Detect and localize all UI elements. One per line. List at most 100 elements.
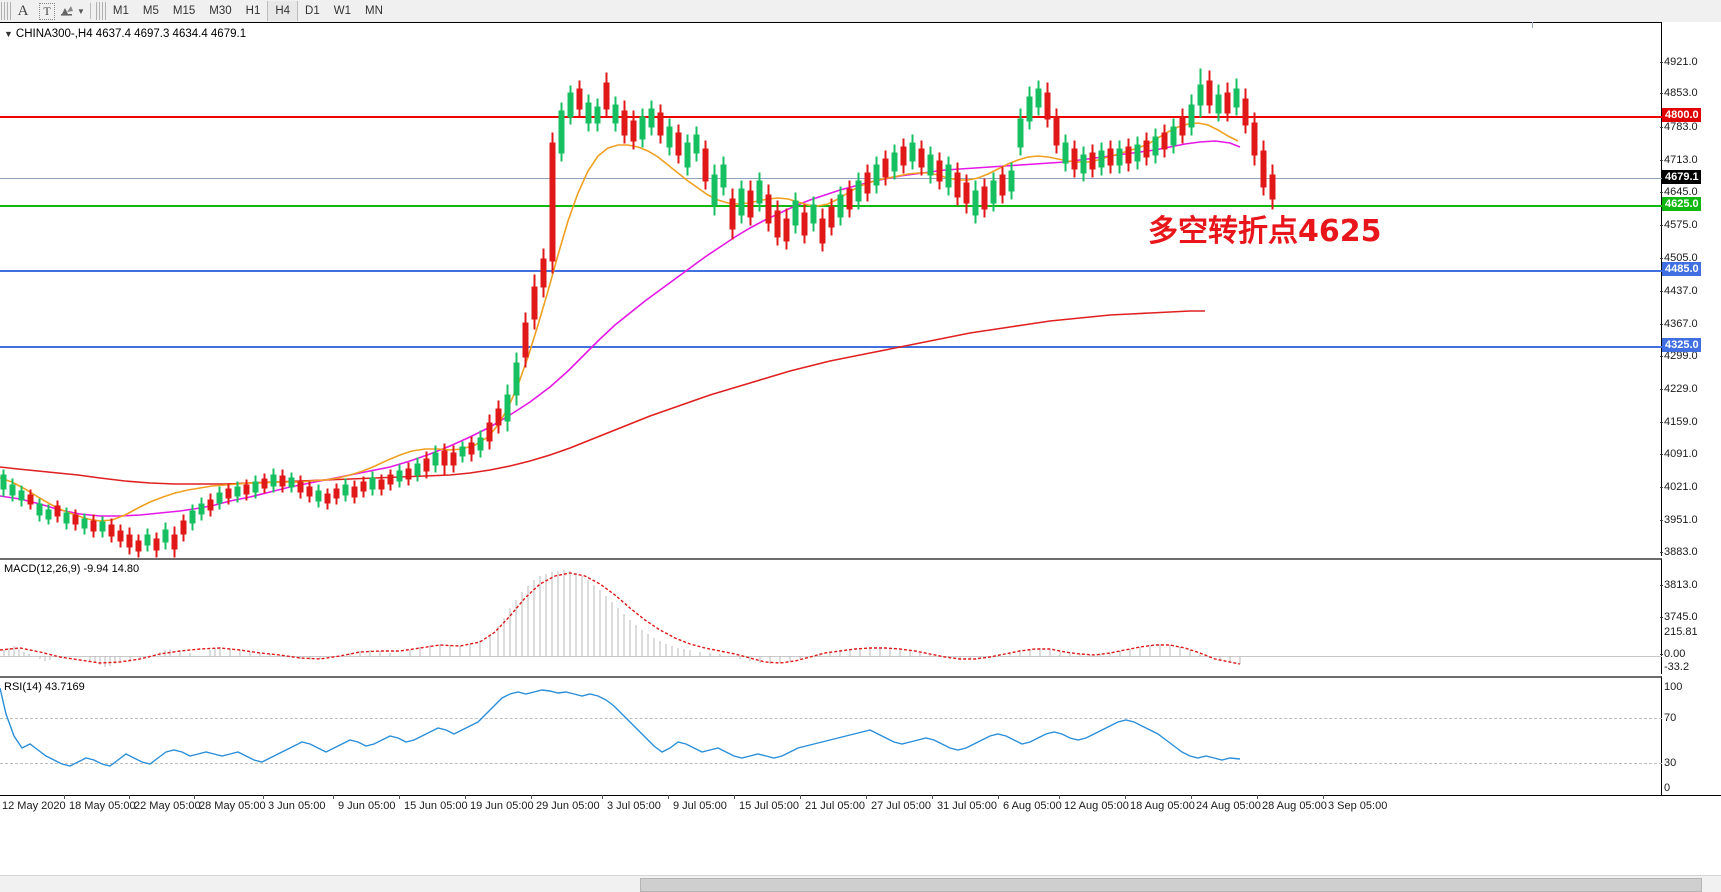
- time-tick: 28 Aug 05:00: [1257, 795, 1327, 812]
- price-tick: 4505.0: [1660, 252, 1698, 264]
- timeframe-h1[interactable]: H1: [245, 5, 261, 17]
- timeframe-m15[interactable]: M15: [172, 5, 196, 17]
- macd-histogram: [3, 570, 1241, 667]
- chart-annotation-pivot[interactable]: 多空转折点4625: [1148, 214, 1382, 249]
- price-tick: 4229.0: [1660, 383, 1698, 395]
- price-tick: 4437.0: [1660, 285, 1698, 297]
- collapse-triangle-icon[interactable]: ▼: [4, 29, 13, 39]
- chart-canvas[interactable]: ▼ CHINA300-,H4 4637.4 4697.3 4634.4 4679.…: [0, 22, 1721, 892]
- chart-top-marker: [1532, 22, 1533, 28]
- rsi-level-70-line: [0, 718, 1662, 719]
- ma-slow-red-line: [0, 310, 1205, 485]
- price-label-support-4325[interactable]: 4325.0: [1662, 338, 1701, 352]
- price-tick: 3883.0: [1660, 546, 1698, 558]
- last-price-line-4679: [0, 178, 1662, 179]
- rsi-line: [0, 687, 1241, 767]
- time-tick: 27 Jul 05:00: [866, 795, 931, 812]
- price-tick: 4645.0: [1660, 186, 1698, 198]
- shapes-icon: [61, 5, 73, 16]
- timeframe-m5[interactable]: M5: [142, 5, 159, 17]
- macd-signal-line: [0, 572, 1241, 665]
- time-tick: 3 Sep 05:00: [1322, 795, 1388, 812]
- macd-tick-min: -33.2: [1664, 661, 1690, 673]
- price-tick: 4091.0: [1660, 448, 1698, 460]
- price-label-support-4485[interactable]: 4485.0: [1662, 262, 1701, 276]
- text-object-icon[interactable]: T: [36, 1, 58, 21]
- price-tick: 4853.0: [1660, 87, 1698, 99]
- price-tick: 4783.0: [1660, 121, 1698, 133]
- price-tick: 4713.0: [1660, 154, 1698, 166]
- price-tick: 3951.0: [1660, 514, 1698, 526]
- scrollbar-thumb[interactable]: [640, 878, 1702, 892]
- rsi-series-layer: [0, 687, 1241, 767]
- rsi-tick-0: 0: [1664, 782, 1671, 794]
- price-label-resistance-4800[interactable]: 4800.0: [1662, 108, 1701, 122]
- candlestick-series[interactable]: [0, 68, 1276, 558]
- time-tick: 18 Aug 05:00: [1125, 795, 1195, 812]
- time-tick: 22 May 05:00: [129, 795, 201, 812]
- timeframe-m30[interactable]: M30: [209, 5, 232, 17]
- timeframe-m1[interactable]: M1: [112, 5, 129, 17]
- price-series-layer: [0, 68, 1276, 558]
- timeframe-d1[interactable]: D1: [305, 5, 320, 17]
- time-tick: 24 Aug 05:00: [1191, 795, 1261, 812]
- time-tick: 31 Jul 05:00: [932, 795, 997, 812]
- price-axis[interactable]: 4921.0 4853.0 4783.0 4713.0 4645.0 4575.…: [1659, 22, 1721, 795]
- time-tick: 18 May 05:00: [64, 795, 136, 812]
- text-label-icon[interactable]: A: [17, 2, 29, 19]
- timeframe-grip-icon[interactable]: [95, 2, 106, 20]
- time-tick: 6 Aug 05:00: [998, 795, 1062, 812]
- macd-tick: 3745.0: [1660, 611, 1698, 623]
- time-tick: 12 May 2020: [2, 800, 66, 812]
- resistance-line-4800[interactable]: [0, 116, 1662, 118]
- macd-tick: 3813.0: [1660, 579, 1698, 591]
- price-tick: 4159.0: [1660, 416, 1698, 428]
- rsi-level-30-line: [0, 763, 1662, 764]
- rsi-tick-70: 70: [1664, 712, 1677, 724]
- price-tick: 4367.0: [1660, 318, 1698, 330]
- horizontal-scrollbar[interactable]: [0, 875, 1721, 892]
- support-line-4485[interactable]: [0, 270, 1662, 272]
- time-tick: 19 Jun 05:00: [465, 795, 534, 812]
- macd-tick-zero: 0.00: [1659, 648, 1686, 660]
- ma-medium-magenta-line: [0, 140, 1241, 517]
- time-tick: 21 Jul 05:00: [800, 795, 865, 812]
- timeframe-mn[interactable]: MN: [365, 5, 383, 17]
- time-axis[interactable]: 12 May 2020 18 May 05:00 22 May 05:00 28…: [0, 795, 1721, 892]
- price-label-last-4679[interactable]: 4679.1: [1662, 170, 1701, 184]
- grip-handle-icon[interactable]: [1, 2, 11, 20]
- macd-tick-max: 215.81: [1664, 626, 1698, 638]
- price-tick: 4299.0: [1660, 350, 1698, 362]
- time-tick: 29 Jun 05:00: [531, 795, 600, 812]
- support-line-4325[interactable]: [0, 346, 1662, 348]
- time-tick: 12 Aug 05:00: [1059, 795, 1129, 812]
- rsi-tick-30: 30: [1664, 757, 1677, 769]
- time-tick: 9 Jul 05:00: [668, 795, 727, 812]
- dropdown-caret-icon[interactable]: ▼: [77, 6, 85, 16]
- objects-dropdown-icon[interactable]: ▼: [60, 1, 85, 21]
- toolbar-separator: [89, 3, 91, 19]
- price-tick: 4575.0: [1660, 219, 1698, 231]
- time-tick: 15 Jul 05:00: [734, 795, 799, 812]
- price-pane[interactable]: ▼ CHINA300-,H4 4637.4 4697.3 4634.4 4679.…: [0, 22, 1662, 558]
- rsi-pane[interactable]: RSI(14) 43.7169: [0, 676, 1662, 795]
- price-tick: 4921.0: [1660, 56, 1698, 68]
- time-tick: 28 May 05:00: [194, 795, 266, 812]
- time-tick: 9 Jun 05:00: [333, 795, 396, 812]
- time-tick: 15 Jun 05:00: [399, 795, 468, 812]
- symbol-header-text: CHINA300-,H4 4637.4 4697.3 4634.4 4679.1: [15, 28, 247, 40]
- price-label-pivot-4625[interactable]: 4625.0: [1662, 197, 1701, 211]
- rsi-tick-100: 100: [1664, 681, 1683, 693]
- macd-series-layer: [0, 570, 1241, 667]
- timeframe-h4[interactable]: H4: [267, 1, 299, 21]
- rsi-header: RSI(14) 43.7169: [4, 681, 85, 693]
- price-tick: 4021.0: [1660, 481, 1698, 493]
- macd-header: MACD(12,26,9) -9.94 14.80: [4, 563, 140, 575]
- macd-zero-line: [0, 656, 1662, 657]
- time-tick: 3 Jul 05:00: [602, 795, 661, 812]
- symbol-header: ▼ CHINA300-,H4 4637.4 4697.3 4634.4 4679.…: [4, 28, 246, 40]
- macd-pane[interactable]: MACD(12,26,9) -9.94 14.80: [0, 558, 1662, 674]
- timeframe-w1[interactable]: W1: [333, 5, 351, 17]
- time-tick: 3 Jun 05:00: [263, 795, 326, 812]
